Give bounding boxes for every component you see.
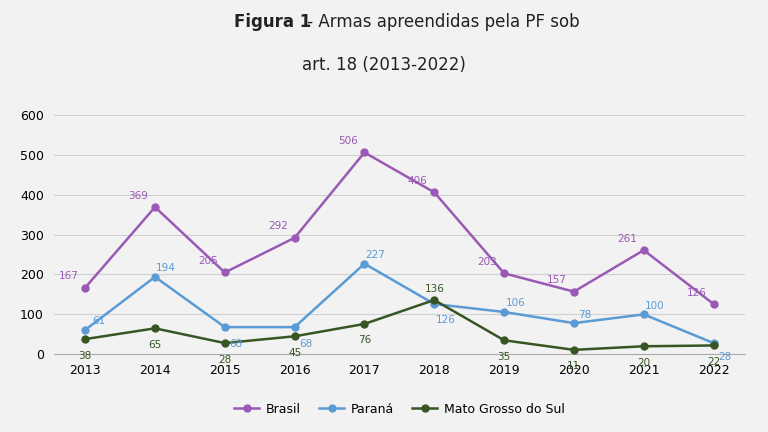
Text: 11: 11 (568, 361, 581, 371)
Text: 100: 100 (645, 301, 664, 311)
Paraná (569, 321, 578, 326)
Line: Mato Grosso do Sul: Mato Grosso do Sul (81, 296, 717, 353)
Paraná (639, 312, 648, 317)
Text: 203: 203 (478, 257, 498, 267)
Text: 78: 78 (578, 310, 591, 320)
Paraná (220, 324, 230, 330)
Text: 68: 68 (299, 339, 313, 349)
Text: 261: 261 (617, 234, 637, 244)
Mato Grosso do Sul (709, 343, 718, 348)
Mato Grosso do Sul (499, 338, 508, 343)
Text: 76: 76 (358, 335, 371, 345)
Text: 292: 292 (268, 222, 288, 232)
Paraná (360, 261, 369, 266)
Text: 45: 45 (288, 348, 301, 358)
Text: 126: 126 (687, 288, 707, 298)
Text: 205: 205 (198, 256, 218, 266)
Text: 369: 369 (128, 191, 148, 201)
Brasil (569, 289, 578, 294)
Brasil (220, 270, 230, 275)
Mato Grosso do Sul (360, 321, 369, 327)
Text: 227: 227 (366, 250, 386, 260)
Brasil (639, 248, 648, 253)
Brasil (290, 235, 300, 240)
Text: 28: 28 (718, 352, 731, 362)
Text: 61: 61 (92, 316, 106, 326)
Text: - Armas apreendidas pela PF sob: - Armas apreendidas pela PF sob (302, 13, 579, 31)
Mato Grosso do Sul (569, 347, 578, 353)
Brasil (499, 271, 508, 276)
Text: 22: 22 (707, 357, 720, 367)
Text: Figura 1 - Armas apreendidas pela PF sob: Figura 1 - Armas apreendidas pela PF sob (212, 13, 556, 31)
Text: 406: 406 (408, 176, 428, 186)
Text: 157: 157 (548, 275, 568, 285)
Text: 65: 65 (148, 340, 161, 350)
Paraná (290, 324, 300, 330)
Text: 106: 106 (505, 299, 525, 308)
Paraná (81, 327, 90, 333)
Mato Grosso do Sul (429, 297, 439, 302)
Brasil (709, 302, 718, 307)
Mato Grosso do Sul (81, 337, 90, 342)
Text: 28: 28 (218, 355, 231, 365)
Line: Paraná: Paraná (81, 260, 717, 346)
Text: 126: 126 (435, 315, 455, 325)
Brasil (151, 204, 160, 210)
Paraná (499, 309, 508, 314)
Paraná (429, 302, 439, 307)
Mato Grosso do Sul (639, 344, 648, 349)
Text: art. 18 (2013-2022): art. 18 (2013-2022) (302, 56, 466, 74)
Text: 38: 38 (78, 350, 92, 361)
Paraná (709, 340, 718, 346)
Brasil (81, 285, 90, 290)
Text: 506: 506 (338, 136, 358, 146)
Brasil (429, 190, 439, 195)
Line: Brasil: Brasil (81, 149, 717, 308)
Paraná (151, 274, 160, 280)
Text: 68: 68 (230, 339, 243, 349)
Text: 35: 35 (498, 352, 511, 362)
Mato Grosso do Sul (290, 334, 300, 339)
Text: 20: 20 (637, 358, 650, 368)
Brasil (360, 150, 369, 155)
Mato Grosso do Sul (151, 326, 160, 331)
Mato Grosso do Sul (220, 340, 230, 346)
Text: 167: 167 (58, 271, 78, 281)
Text: 136: 136 (425, 284, 444, 294)
Text: Figura 1: Figura 1 (234, 13, 312, 31)
Legend: Brasil, Paraná, Mato Grosso do Sul: Brasil, Paraná, Mato Grosso do Sul (229, 397, 570, 421)
Text: 194: 194 (156, 264, 176, 273)
